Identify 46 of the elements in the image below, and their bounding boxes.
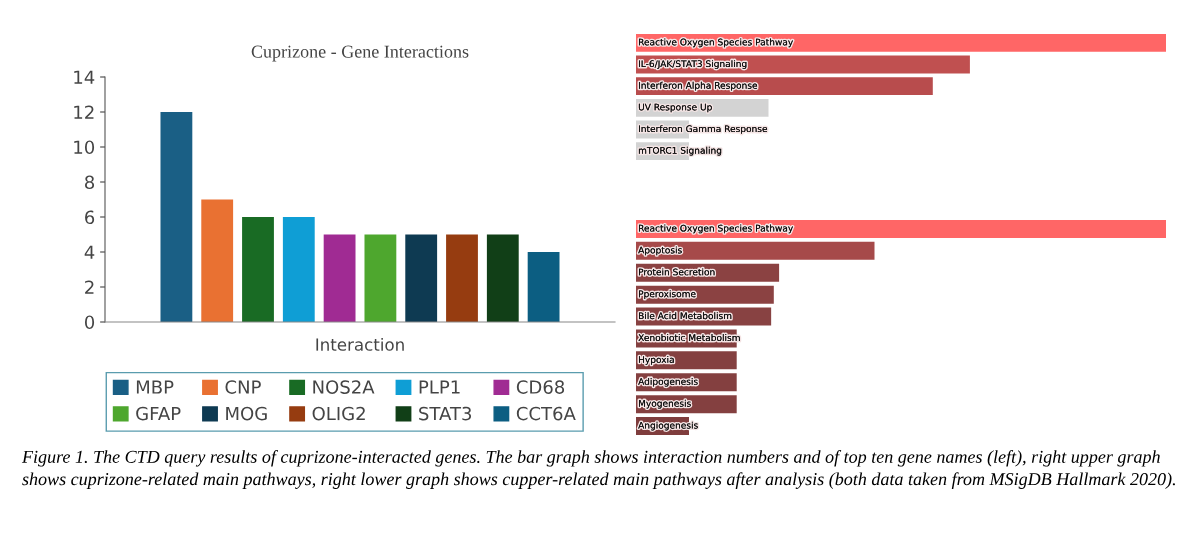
y-tick-label: 8 — [85, 175, 95, 190]
y-tick-label: Reactive Oxygen Species Pathway — [639, 224, 793, 234]
y-tick-label: 4 — [84, 245, 95, 259]
bar — [282, 217, 315, 322]
y-tick-label: 10 — [74, 140, 95, 155]
y-tick-label: 14 — [74, 70, 95, 84]
y-tick-label: UV Response Up — [638, 103, 712, 113]
bar — [160, 112, 193, 322]
y-tick-label: 6 — [85, 210, 95, 225]
y-tick-label: 12 — [74, 105, 94, 119]
legend-label: NOS2A — [313, 380, 375, 394]
bar — [364, 234, 397, 322]
y-tick-label: Interferon Alpha Response — [639, 81, 758, 91]
y-tick-label: Apoptosis — [638, 246, 682, 256]
y-tick-label: Pperoxisome — [639, 290, 696, 300]
legend-label: MBP — [136, 380, 174, 394]
y-tick-label: Bile Acid Metabolism — [639, 312, 732, 320]
y-tick-label: Adipogenesis — [638, 377, 698, 387]
y-tick-label: 0 — [84, 315, 95, 330]
legend-label: MOG — [226, 406, 267, 421]
caption: Figure 1. The CTD query results of cuprizone-interacted genes. The bar graph shows interaction numbers and of top ten gene names (left), right upper graph shows cuprizone-related main pathways, right lower graph shows cupper-related main pathways after analysis (both data taken from MSigDB Hallmark 2020). — [21, 450, 1175, 489]
y-tick-label: Hypoxia — [639, 355, 674, 365]
bar — [323, 234, 356, 322]
y-tick-label: Reactive Oxygen Species Pathway — [639, 38, 793, 48]
bar — [527, 252, 560, 322]
y-tick-label: Protein Secretion — [639, 268, 715, 276]
legend-label: OLIG2 — [312, 406, 365, 421]
legend-label: CCT6A — [516, 406, 576, 421]
legend-label: GFAP — [136, 406, 181, 421]
legend-label: CNP — [225, 380, 261, 394]
chart-title: Cuprizone - Gene Interactions — [251, 45, 469, 62]
y-tick-label: 2 — [85, 280, 94, 294]
y-tick-label: mTORC1 Signaling — [638, 146, 722, 156]
bar — [405, 234, 438, 322]
y-tick-label: Myogenesis — [639, 399, 691, 409]
bar — [201, 199, 234, 322]
bar — [242, 217, 274, 322]
legend-label: CD68 — [516, 380, 565, 394]
y-tick-label: IL-6/JAK/STAT3 Signaling — [639, 60, 747, 69]
legend-label: PLP1 — [419, 380, 460, 394]
y-tick-label: Interferon Gamma Response — [639, 125, 768, 134]
legend-label: STAT3 — [419, 406, 472, 421]
x-axis-title: Interaction — [316, 337, 404, 351]
bar — [636, 241, 875, 260]
bar — [446, 234, 478, 322]
bar — [486, 234, 519, 322]
